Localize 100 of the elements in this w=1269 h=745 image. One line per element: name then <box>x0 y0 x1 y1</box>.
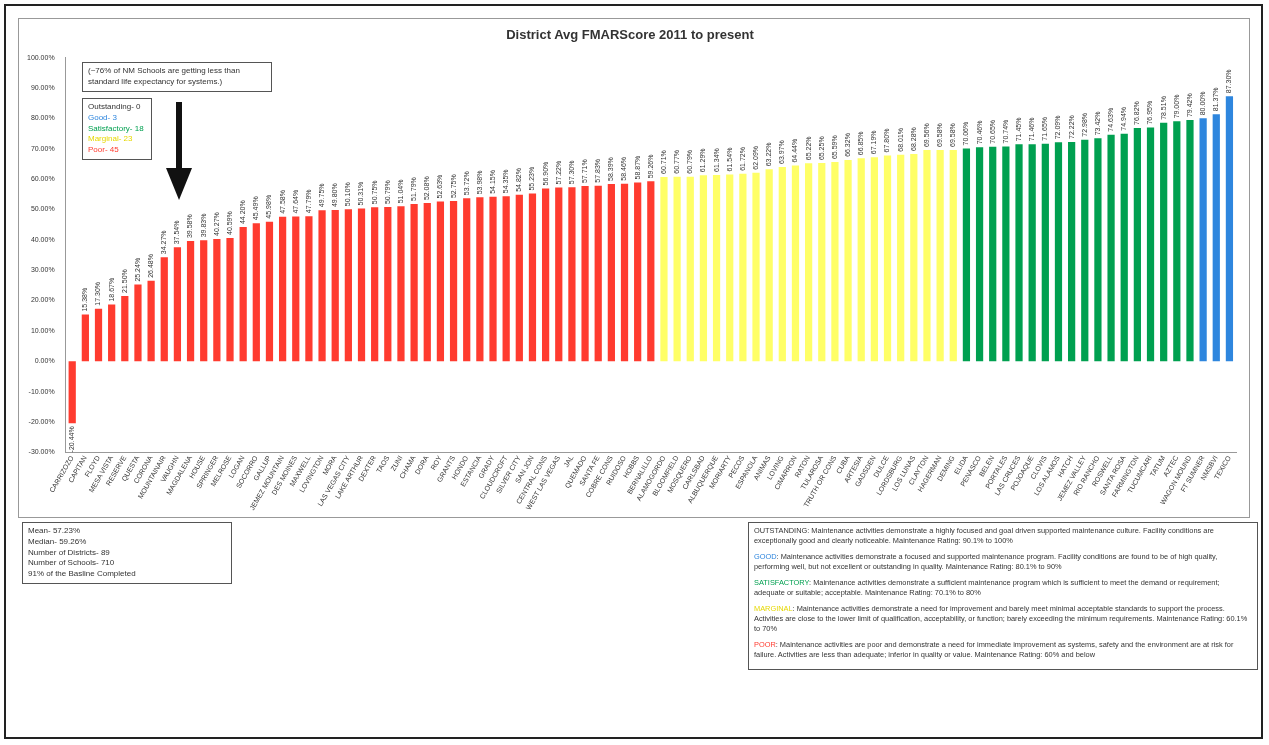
bar <box>634 182 642 362</box>
bar <box>173 247 182 362</box>
bar <box>371 207 379 362</box>
bar <box>134 284 142 362</box>
bar <box>94 308 103 362</box>
bar <box>726 174 734 362</box>
bar <box>1094 138 1102 362</box>
bar <box>436 201 445 362</box>
bar <box>1186 120 1194 362</box>
bar <box>1160 122 1168 362</box>
bar <box>975 147 984 362</box>
bar <box>423 203 431 362</box>
bar <box>318 210 326 362</box>
bar <box>1173 121 1181 362</box>
bar <box>1133 127 1141 362</box>
bar <box>936 149 944 362</box>
bar <box>752 172 760 362</box>
bar <box>68 361 76 424</box>
bar <box>542 188 550 362</box>
text: Mean- 57.23% <box>28 526 82 537</box>
text: Number of Schools- 710 <box>28 558 116 570</box>
bar <box>568 187 576 362</box>
bar <box>962 148 971 362</box>
bar <box>1212 114 1220 362</box>
bar <box>305 216 313 362</box>
bar <box>989 146 997 362</box>
bar <box>818 163 826 362</box>
bar <box>252 223 260 362</box>
bar <box>870 157 878 362</box>
bar <box>226 238 234 362</box>
bar <box>528 193 537 362</box>
bar <box>765 169 773 362</box>
bar <box>791 165 800 362</box>
annotation: Outstanding- 0 <box>88 102 142 113</box>
annotation: Good- 3 <box>88 112 118 124</box>
bar <box>581 186 589 362</box>
bar <box>357 208 366 362</box>
bar <box>397 206 405 362</box>
bar <box>699 175 708 362</box>
bar <box>555 187 563 362</box>
bar <box>883 155 892 362</box>
bar <box>805 163 813 362</box>
bar <box>489 196 497 362</box>
bar <box>344 209 352 362</box>
bar <box>502 196 510 362</box>
chart-title: District Avg FMARScore 2011 to present <box>506 27 755 43</box>
bar <box>686 176 694 362</box>
bar <box>831 162 839 362</box>
bar <box>160 257 168 362</box>
bar <box>265 221 274 362</box>
text: Median- 59.26% <box>28 536 88 548</box>
bar <box>673 176 681 362</box>
bar <box>712 175 721 362</box>
bar <box>1146 127 1155 362</box>
bar <box>1028 144 1036 362</box>
bar <box>1068 141 1076 362</box>
bar <box>897 154 905 362</box>
bar <box>739 173 747 362</box>
text: Number of Districts- 89 <box>28 547 111 559</box>
bar <box>910 153 918 362</box>
bar <box>121 295 129 362</box>
bar <box>949 149 957 362</box>
bar <box>186 241 195 362</box>
bar <box>1015 144 1023 362</box>
bar <box>410 204 418 362</box>
bar <box>147 280 155 362</box>
bar <box>200 240 208 362</box>
bar <box>844 159 852 362</box>
bar <box>476 197 484 362</box>
bar <box>857 158 865 362</box>
bar <box>778 167 786 362</box>
bar <box>1002 146 1010 362</box>
annotation: (~76% of NM Schools are getting less than standard life expectancy for systems.) <box>82 62 272 92</box>
annotation: Marginal- 23 <box>88 134 134 146</box>
bar <box>647 181 655 362</box>
bar <box>923 150 931 362</box>
bar <box>607 183 615 362</box>
bar <box>1054 142 1063 362</box>
bar <box>1120 133 1128 362</box>
bar <box>331 210 339 362</box>
bar <box>620 183 629 362</box>
bar <box>81 314 89 362</box>
bar <box>108 304 116 362</box>
bar <box>292 216 300 362</box>
bar <box>1107 134 1115 362</box>
bar <box>1225 96 1234 362</box>
bar <box>279 216 287 362</box>
bar <box>449 201 458 362</box>
bar <box>239 227 247 362</box>
bar <box>660 176 668 362</box>
annotation: Poor- 45 <box>88 145 120 156</box>
bar <box>1199 118 1207 362</box>
annotation: Satisfactory- 18 <box>88 123 145 135</box>
bar <box>1041 143 1049 362</box>
bar <box>1081 139 1089 362</box>
bar <box>515 194 523 362</box>
text: 91% of the Basline Completed <box>28 569 137 580</box>
bar <box>594 185 602 362</box>
bar <box>213 238 221 362</box>
bar <box>384 207 392 362</box>
